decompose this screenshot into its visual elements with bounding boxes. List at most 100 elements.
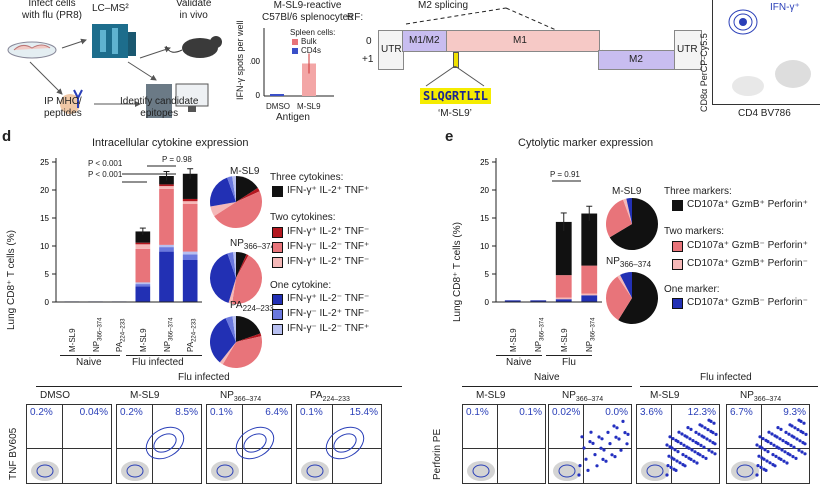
- cytokine-xlabel: M-SL9: [68, 328, 77, 352]
- cytokine-bar-segment: [159, 184, 174, 187]
- cytokine-xlabel-main: NP: [91, 340, 101, 352]
- cytolytic-xlabel-sub: 366–374: [539, 317, 546, 341]
- cytolytic-ytick-label: 5: [485, 270, 490, 279]
- legend-d-section-2: Two cytokines:: [270, 212, 336, 223]
- panel-d-group-flu: Flu infected: [132, 357, 184, 368]
- tnf-col-title: M-SL9: [130, 390, 159, 402]
- pie-d-label-3-sub: 224–233: [242, 304, 274, 313]
- cytolytic-xlabel: M-SL9: [560, 328, 569, 352]
- computer-tower-icon: [146, 84, 172, 118]
- tnf-flow-plot: 0.2% 0.04%: [26, 404, 112, 484]
- perforin-col-title: M-SL9: [650, 390, 679, 402]
- pie-slice: [225, 316, 236, 342]
- perforin-quadrant-left: 3.6%: [640, 407, 663, 418]
- cytokine-bar-chart: 0 5 10 15 20 25: [40, 158, 202, 307]
- pie-slice: [233, 252, 236, 278]
- flu-group-line: [126, 355, 202, 356]
- antibody-icon: [73, 89, 83, 108]
- panel-e-group-flu: Flu: [562, 357, 576, 368]
- pie-slice: [620, 272, 632, 298]
- tnf-quadrant-right: 0.04%: [79, 407, 108, 418]
- cytokine-legend-label: IFN-γ⁺ IL-2⁺ TNF⁻: [287, 256, 370, 267]
- pie-slice: [228, 278, 236, 304]
- cytokine-legend-label: IFN-γ⁺ IL-2⁻ TNF⁻: [287, 293, 370, 304]
- pie-e-label-2-sub: 366–374: [619, 260, 652, 269]
- cytokine-bar-segment: [135, 286, 151, 302]
- cytokine-bar-segment: [182, 204, 198, 252]
- legend-bulk-label: Bulk: [301, 37, 317, 46]
- pie-slice: [227, 252, 236, 278]
- pie-slice: [210, 177, 236, 207]
- cytokine-bar-segment: [159, 251, 174, 302]
- panel-e-title: Cytolytic marker expression: [518, 137, 654, 149]
- perforin-quadrant-right: 12.3%: [687, 407, 716, 418]
- cytolytic-bar-segment: [581, 293, 598, 296]
- ifng-gate-label: IFN-γ⁺: [770, 2, 800, 13]
- step-identify-line2: epitopes: [140, 108, 179, 119]
- pie-d-label-2-sub: 366–374: [243, 242, 276, 251]
- cytokine-ytick-label: 5: [45, 270, 50, 279]
- cells-icon: [13, 44, 51, 51]
- cytokine-bar-segment: [182, 260, 198, 302]
- panel-d-title: Intracellular cytokine expression: [92, 137, 249, 149]
- perforin-col-title-main: M-SL9: [476, 390, 506, 401]
- cytokine-legend-swatch: [272, 186, 283, 197]
- cytokine-bar-segment: [182, 251, 198, 255]
- tnf-quadrant-left: 0.1%: [210, 407, 233, 418]
- pie-slice: [617, 274, 632, 298]
- tnf-col-title-sub: 224–233: [322, 396, 350, 403]
- cytokine-legend-label: IFN-γ⁻ IL-2⁻ TNF⁺: [287, 241, 370, 252]
- perforin-flow-plot: 6.7% 9.3%: [726, 404, 810, 484]
- tnf-col-title-main: NP: [220, 390, 234, 401]
- panel-e-ylabel: Lung CD8⁺ T cells (%): [452, 222, 463, 322]
- cytokine-legend-label: IFN-γ⁺ IL-2⁺ TNF⁺: [287, 185, 370, 196]
- cytokine-bar-segment: [159, 244, 174, 248]
- cytokine-legend-swatch: [272, 294, 283, 305]
- naive-e-group-line: [496, 355, 542, 356]
- cytokine-bar-segment: [135, 248, 151, 283]
- elispot-xlabel: Antigen: [276, 112, 310, 123]
- pie-pa: [210, 316, 262, 368]
- panel-e-group-naive: Naive: [506, 357, 532, 368]
- pie-e-np: [606, 272, 658, 324]
- pie-slice: [236, 254, 249, 278]
- cytolytic-legend-label: CD107a⁺ GzmB⁻ Perforin⁻: [687, 297, 808, 308]
- step-infect-line2: with flu (PR8): [22, 10, 83, 21]
- step-infect-line1: Infect cells: [28, 0, 76, 9]
- cytokine-bar-segment: [135, 242, 151, 245]
- mass-spec-icon: [92, 24, 128, 58]
- perforin-flow-plot: 3.6% 12.3%: [636, 404, 720, 484]
- cytokine-xlabel: M-SL9: [139, 328, 148, 352]
- tnf-quadrant-right: 15.4%: [349, 407, 378, 418]
- legend-d-section-3: One cytokine:: [270, 280, 332, 291]
- workflow-illustration: [7, 24, 222, 118]
- tnf-col-title-main: DMSO: [40, 390, 70, 401]
- cytolytic-legend-swatch: [672, 241, 683, 252]
- cytokine-bar-segment: [182, 198, 198, 202]
- elispot-title: M-SL9-reactive C57Bl/6 splenocytes: [262, 0, 353, 24]
- cd4-axis-label: CD4 BV786: [738, 108, 791, 119]
- m1-label: M1: [513, 35, 527, 46]
- cytolytic-xlabel-main: NP: [585, 340, 595, 352]
- cytokine-legend-swatch: [272, 324, 283, 335]
- perforin-flow-plot: 0.02% 0.0%: [548, 404, 632, 484]
- utr-left-label: UTR: [381, 44, 402, 55]
- cd8-cd4-density: [728, 9, 811, 96]
- cytokine-xlabel: PA224–233: [186, 319, 200, 352]
- tnf-flow-plot: 0.1% 6.4%: [206, 404, 292, 484]
- tnf-quadrant-left: 0.2%: [30, 407, 53, 418]
- pie-e-msl9: [606, 198, 658, 250]
- panel-d-stat-3: P < 0.001: [88, 170, 123, 179]
- step-validate-label: Validate in vivo: [176, 0, 211, 22]
- pie-slice: [210, 202, 236, 217]
- step-validate-line1: Validate: [176, 0, 212, 9]
- tnf-col-title: PA224–233: [310, 390, 350, 406]
- m1m2-label: M1/M2: [409, 35, 440, 46]
- elispot-ylabel: IFN-γ spots per well: [235, 20, 245, 100]
- panel-d-stat-1: P < 0.001: [88, 159, 123, 168]
- cytokine-xlabel-sub: 366–374: [168, 317, 175, 341]
- perforin-quadrant-right: 0.1%: [519, 407, 542, 418]
- legend-e-section-3: One marker:: [664, 284, 720, 295]
- perforin-quadrant-right: 0.0%: [605, 407, 628, 418]
- cytokine-ytick-label: 20: [40, 186, 49, 195]
